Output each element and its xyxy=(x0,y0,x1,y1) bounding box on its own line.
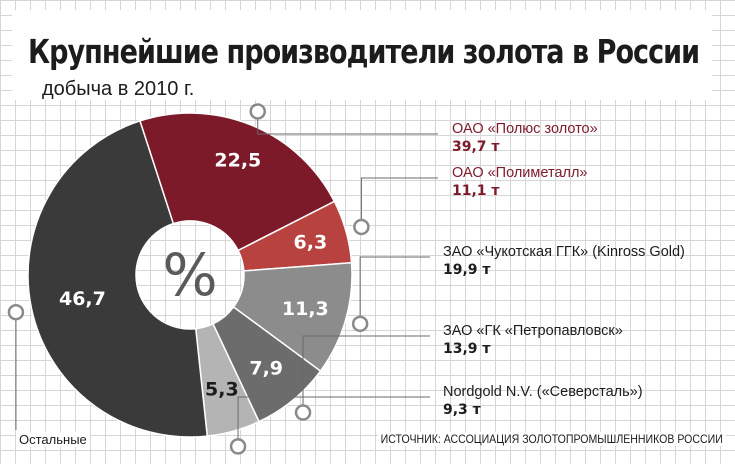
slice-label-5: 46,7 xyxy=(59,288,106,310)
marker-dot-0 xyxy=(249,103,266,120)
title-box: Крупнейшие производители золота в России… xyxy=(12,10,712,100)
center-percent-sign: % xyxy=(162,241,217,309)
marker-dot-1 xyxy=(353,218,370,236)
leader-line-3 xyxy=(302,335,430,413)
legend-name-4: Nordgold N.V. («Северсталь») xyxy=(443,384,643,400)
legend-value-2: 19,9 т xyxy=(443,262,491,278)
slice-label-0: 22,5 xyxy=(214,150,261,172)
legend-value-3: 13,9 т xyxy=(443,341,491,357)
source-note: ИСТОЧНИК: АССОЦИАЦИЯ ЗОЛОТОПРОМЫШЛЕННИКО… xyxy=(378,432,726,446)
legend-name-1: ОАО «Полиметалл» xyxy=(452,165,588,181)
legend-item-2: ЗАО «Чукотская ГГК» (Kinross Gold) 19,9 т xyxy=(443,244,685,279)
slice-label-2: 11,3 xyxy=(282,298,329,320)
marker-dot-5 xyxy=(7,303,25,321)
slice-5 xyxy=(27,119,209,438)
legend-name-3: ЗАО «ГК «Петропавловск» xyxy=(443,323,623,339)
leader-line-0 xyxy=(257,111,438,135)
leader-line-1 xyxy=(360,177,438,227)
legend-name-0: ОАО «Полюс золото» xyxy=(452,121,598,137)
legend-item-1: ОАО «Полиметалл» 11,1 т xyxy=(452,165,588,200)
legend-value-0: 39,7 т xyxy=(452,139,500,155)
legend-value-1: 11,1 т xyxy=(452,183,500,199)
legend-name-2: ЗАО «Чукотская ГГК» (Kinross Gold) xyxy=(443,244,685,260)
slice-label-1: 6,3 xyxy=(294,231,328,253)
slice-label-3: 7,9 xyxy=(249,358,283,380)
chart-subtitle: добыча в 2010 г. xyxy=(42,78,195,100)
marker-dot-2 xyxy=(351,315,369,333)
others-label: Остальные xyxy=(16,432,90,447)
leader-line-4 xyxy=(237,396,430,447)
legend-item-0: ОАО «Полюс золото» 39,7 т xyxy=(452,121,598,156)
legend-value-4: 9,3 т xyxy=(443,402,481,418)
legend-item-3: ЗАО «ГК «Петропавловск» 13,9 т xyxy=(443,323,623,358)
chart-title: Крупнейшие производители золота в России xyxy=(28,32,700,71)
marker-dot-4 xyxy=(229,438,247,455)
slice-0 xyxy=(138,112,336,252)
slice-label-4: 5,3 xyxy=(205,379,239,401)
marker-dot-3 xyxy=(294,404,312,421)
legend-item-4: Nordgold N.V. («Северсталь») 9,3 т xyxy=(443,384,643,419)
leader-line-2 xyxy=(359,256,430,324)
